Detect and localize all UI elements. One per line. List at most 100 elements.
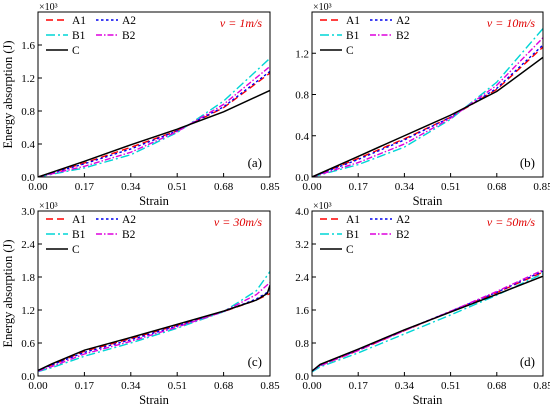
x-tick-label: 0.34 [121,181,141,193]
y-tick-label: 1.6 [21,40,35,52]
legend-label-a1: A1 [72,214,86,226]
velocity-annotation: v = 50m/s [487,215,535,229]
x-tick-label: 0.85 [260,181,280,193]
legend-label-c: C [72,244,80,256]
x-tick-label: 0.51 [168,181,187,193]
legend: A1 A2 B1 B2 C [320,214,410,256]
panel-2: 0.00 0.17 0.34 0.51 0.68 0.85 0.0 0.4 0.8 1.2 ×10³… [295,2,550,208]
plot-frame [37,11,271,178]
x-tick-label: 0.34 [395,380,415,392]
y-tick-label: 0.0 [295,172,309,184]
series-b1-line [312,273,543,373]
series-b2-line [38,281,270,372]
legend-label-b1: B1 [72,30,86,42]
series-c-line [312,56,543,177]
x-axis-label: Strain [139,393,170,407]
y-tick-label: 0.0 [21,172,35,184]
x-tick-label: 0.17 [349,380,369,392]
y-tick-label: 1.2 [21,73,35,85]
series-b1-line [312,28,543,177]
velocity-annotation: v = 10m/s [487,16,535,30]
series-b1-line [38,57,270,177]
series-c-line [38,285,270,372]
y-axis-label: Energy absorption (J) [1,239,15,347]
y-scale-factor: ×10³ [313,201,332,212]
y-tick-label: 0.4 [21,139,35,151]
legend-label-a1: A1 [72,15,86,27]
y-tick-label: 0.0 [21,371,35,383]
plot-frame [311,210,544,377]
velocity-annotation: v = 1m/s [220,16,262,30]
y-scale-factor: ×10³ [39,2,58,13]
y-tick-label: 4.0 [295,206,309,218]
x-tick-label: 0.00 [302,181,322,193]
legend-label-c: C [346,45,354,57]
series-b2-line [38,65,270,177]
legend: A1 A2 B1 B2 C [46,214,136,256]
y-tick-label: 0.0 [295,371,309,383]
legend-label-a1: A1 [346,214,360,226]
x-tick-label: 0.85 [533,181,550,193]
y-tick-label: 1.2 [295,48,309,60]
x-tick-label: 0.68 [487,181,507,193]
x-tick-label: 0.34 [395,181,415,193]
y-scale-factor: ×10³ [313,2,332,13]
y-tick-label: 0.8 [295,90,309,102]
x-tick-label: 0.00 [302,380,322,392]
panel-label: (b) [520,155,535,170]
y-tick-label: 1.8 [21,272,35,284]
series-a2-line [38,70,270,177]
panel-label: (d) [520,354,535,369]
series-c-line [38,89,270,177]
x-tick-label: 0.51 [441,380,460,392]
legend-label-b1: B1 [346,30,360,42]
series-b1-line [38,271,270,373]
legend-label-b2: B2 [396,229,410,241]
y-tick-label: 1.2 [21,305,35,317]
legend-label-c: C [72,45,80,57]
legend-label-a1: A1 [346,15,360,27]
x-tick-label: 0.51 [441,181,460,193]
y-tick-label: 0.4 [295,131,309,143]
series-c-line [312,275,543,372]
x-tick-label: 0.85 [533,380,550,392]
x-tick-label: 0.00 [28,181,48,193]
y-tick-label: 1.6 [295,305,309,317]
y-scale-factor: ×10³ [39,201,58,212]
x-tick-label: 0.85 [260,380,280,392]
legend-label-b1: B1 [346,229,360,241]
x-tick-label: 0.00 [28,380,48,392]
legend-label-a2: A2 [122,15,136,27]
x-tick-label: 0.68 [214,380,234,392]
series-a2-line [312,44,543,177]
x-axis-label: Strain [413,393,444,407]
legend-label-a2: A2 [122,214,136,226]
legend: A1 A2 B1 B2 C [320,15,410,57]
x-tick-label: 0.68 [487,380,507,392]
x-tick-label: 0.51 [168,380,187,392]
series-b2-line [312,269,543,372]
panel-4: 0.00 0.17 0.34 0.51 0.68 0.85 0.0 0.8 1.6 2.4 3.2 4… [295,201,550,407]
y-tick-label: 2.4 [295,272,309,284]
y-tick-label: 3.2 [295,239,309,251]
x-axis-label: Strain [413,194,444,208]
legend: A1 A2 B1 B2 C [46,15,136,57]
x-tick-label: 0.68 [214,181,234,193]
panel-3: 0.00 0.17 0.34 0.51 0.68 0.85 0.0 0.6 1.2 1.8 2.4 3… [1,201,280,407]
legend-label-b1: B1 [72,229,86,241]
y-tick-label: 0.8 [295,338,309,350]
legend-label-b2: B2 [396,30,410,42]
x-tick-label: 0.34 [121,380,141,392]
legend-label-a2: A2 [396,15,410,27]
panel-label: (a) [248,155,262,170]
y-tick-label: 0.8 [21,106,35,118]
series-b2-line [312,37,543,177]
y-tick-label: 2.4 [21,239,35,251]
panel-1: 0.00 0.17 0.34 0.51 0.68 0.85 0.0 0.4 0.8 1.2 1.6 ×… [1,2,280,208]
legend-label-b2: B2 [122,229,136,241]
panel-label: (c) [248,354,262,369]
x-tick-label: 0.17 [75,181,95,193]
velocity-annotation: v = 30m/s [214,215,262,229]
y-tick-label: 3.0 [21,206,35,218]
legend-label-a2: A2 [396,214,410,226]
